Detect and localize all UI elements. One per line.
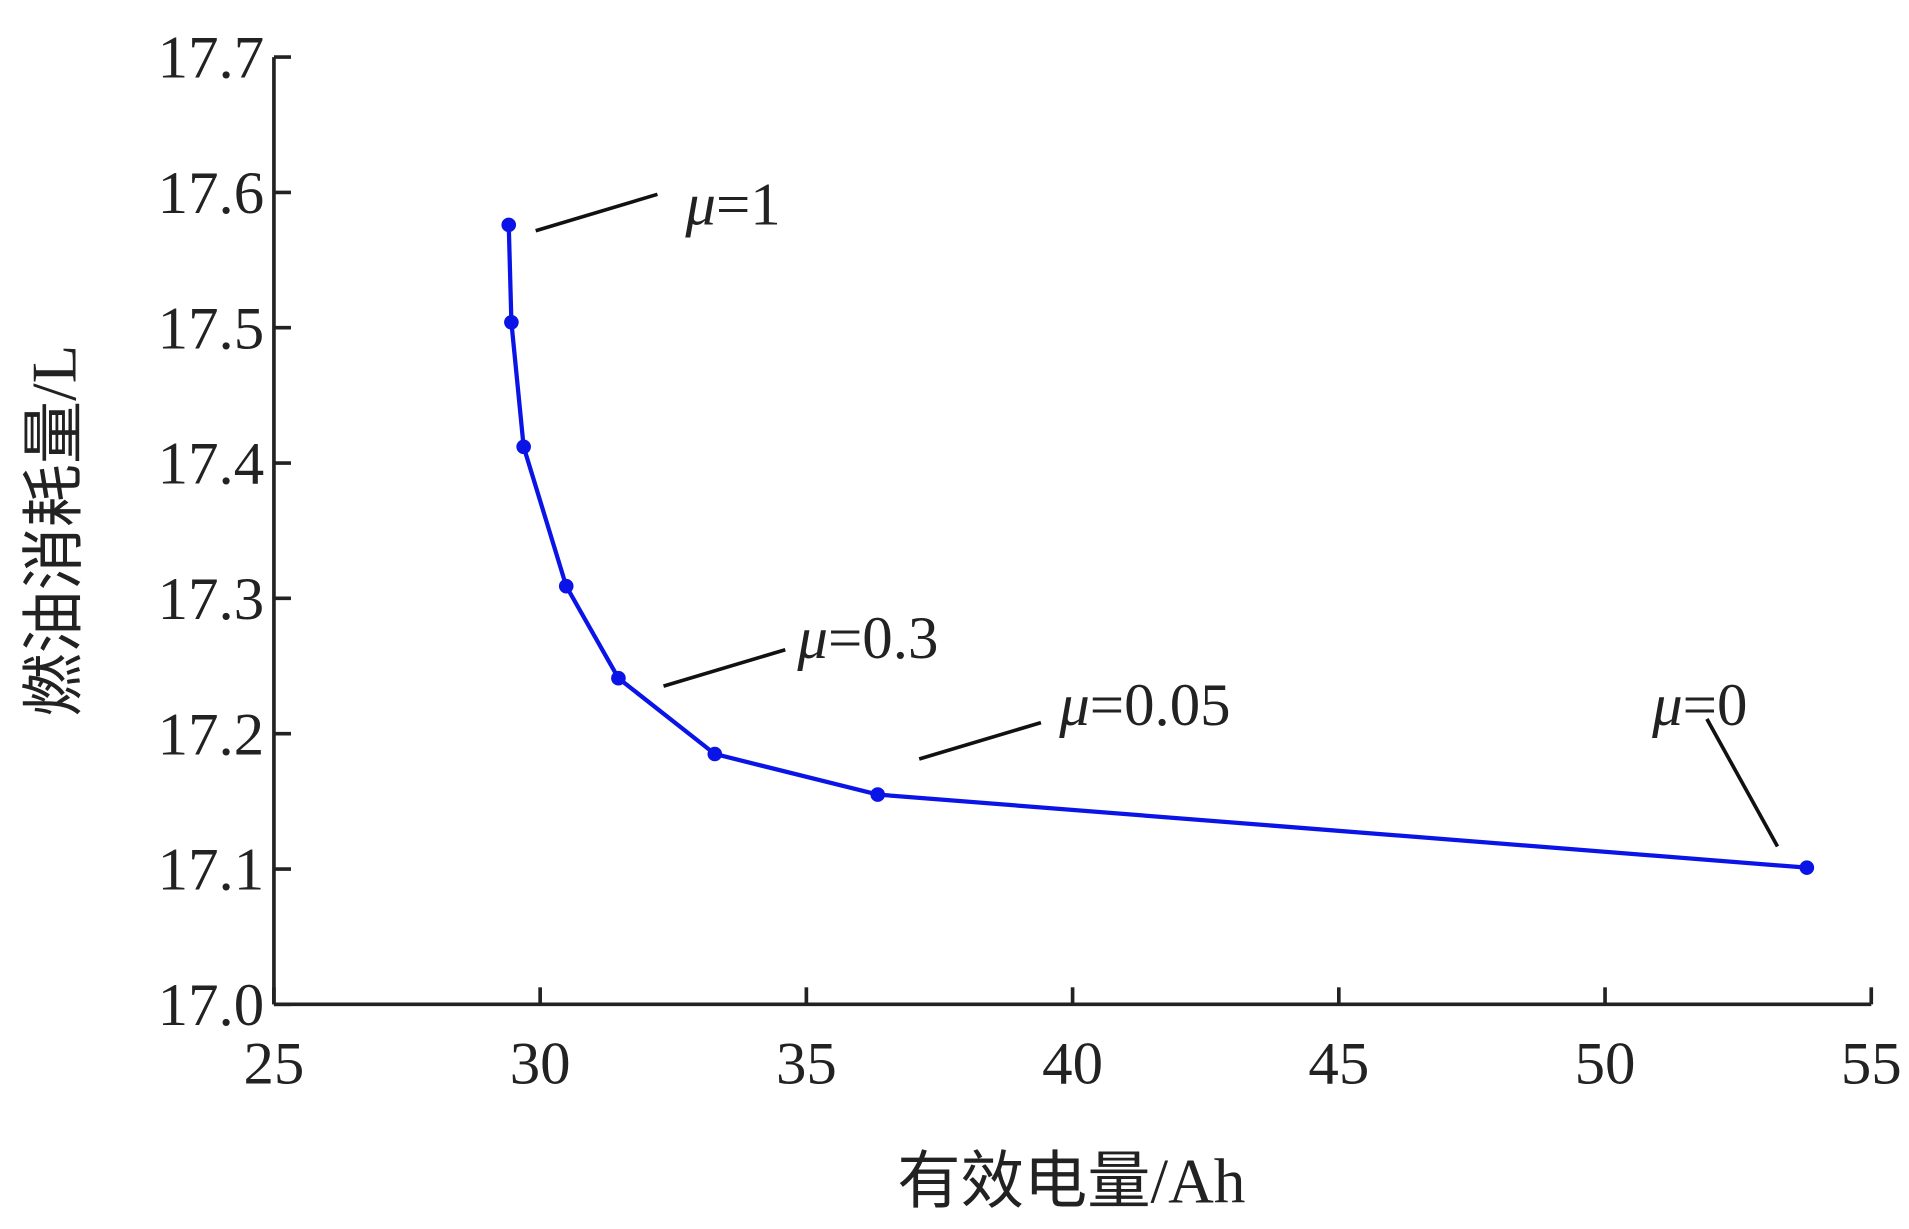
annotation: μ=0.3 [796,605,938,672]
x-tick-label: 25 [244,1030,305,1097]
data-point [501,217,517,233]
x-tick-label: 30 [510,1030,571,1097]
data-point [558,578,574,594]
data-point [611,670,626,686]
data-point [504,315,519,330]
x-tick-label: 55 [1841,1030,1902,1097]
data-point [516,439,531,455]
y-tick-label: 17.5 [158,295,265,362]
y-tick-label: 17.7 [158,25,265,92]
annotation-leader [1705,718,1780,848]
y-tick-label: 17.1 [158,837,265,904]
annotation: μ=0.05 [1058,672,1230,739]
y-tick-label: 17.4 [158,431,265,498]
y-axis-title: 燃油消耗量/L [19,345,89,717]
annotation-leader [535,192,658,233]
annotation-leader [662,647,786,688]
data-point [870,787,886,802]
y-tick-label: 17.2 [158,701,265,768]
annotation: μ=1 [684,172,780,239]
x-tick-label: 35 [776,1030,837,1097]
series-line [506,224,1808,870]
x-axis-title: 有效电量/Ah [897,1146,1245,1216]
annotation: μ=0 [1651,672,1747,739]
y-tick-label: 17.0 [158,972,265,1039]
y-tick-label: 17.6 [158,160,265,227]
data-point [1799,860,1815,875]
annotation-leader [918,720,1042,761]
x-tick-label: 40 [1042,1030,1103,1097]
x-tick-label: 45 [1308,1030,1369,1097]
data-point [707,746,723,762]
y-tick-label: 17.3 [158,566,265,633]
x-tick-label: 50 [1575,1030,1636,1097]
